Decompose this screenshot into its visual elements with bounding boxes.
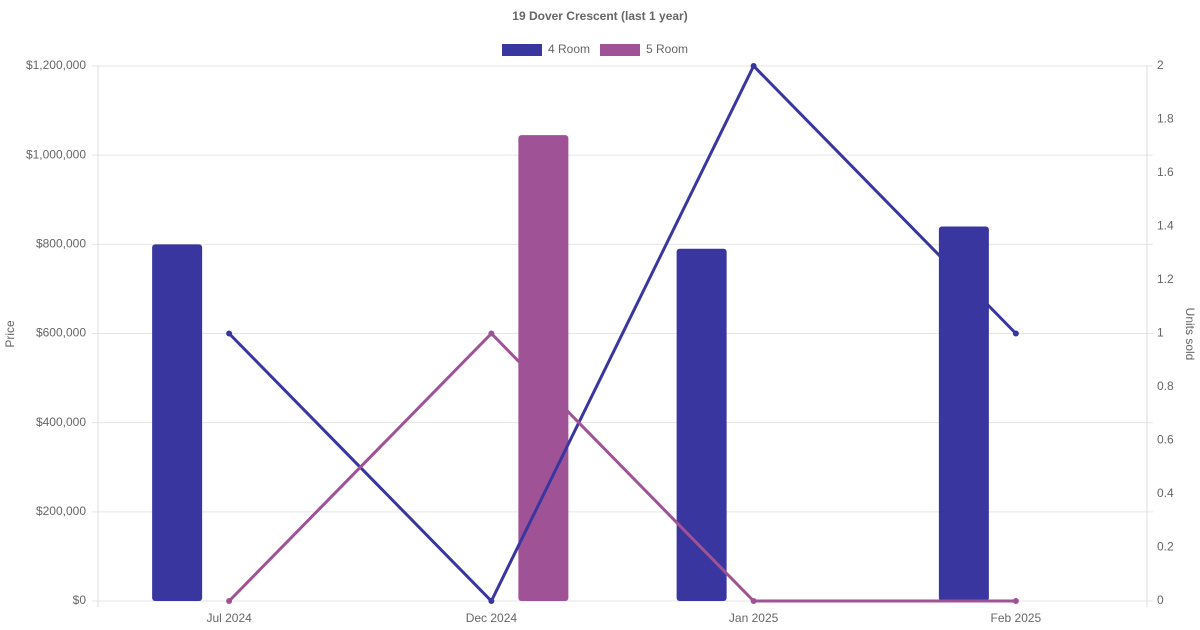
point	[226, 598, 233, 604]
line	[228, 331, 1016, 603]
legend-label: 5 Room	[646, 42, 688, 56]
point	[750, 598, 757, 604]
chart-title: 19 Dover Crescent (last 1 year)	[512, 9, 687, 23]
point	[1012, 330, 1019, 337]
y2-tick-label: 0	[1157, 593, 1164, 607]
y-tick-label: $400,000	[36, 415, 86, 429]
x-tick-label: Dec 2024	[466, 611, 518, 625]
y2-tick-label: 1	[1157, 326, 1164, 340]
bar	[152, 244, 203, 602]
point	[1012, 598, 1019, 604]
y2-tick-label: 0.4	[1157, 486, 1174, 500]
y-tick-label: $1,000,000	[26, 147, 86, 161]
point	[488, 598, 495, 604]
x-tick-label: Jan 2025	[729, 611, 779, 625]
y-tick-label: $600,000	[36, 326, 86, 340]
y2-tick-label: 0.6	[1157, 433, 1174, 447]
y2-tick-label: 1.6	[1157, 165, 1174, 179]
y2-tick-label: 1.2	[1157, 272, 1174, 286]
bar	[676, 248, 727, 601]
y-tick-label: $0	[73, 593, 87, 607]
y2-tick-label: 0.2	[1157, 540, 1174, 554]
y-tick-label: $1,200,000	[26, 58, 86, 72]
y-axis-title: Price	[3, 320, 17, 348]
legend-swatch	[502, 44, 542, 56]
x-tick-label: Feb 2025	[991, 611, 1042, 625]
y2-tick-label: 1.8	[1157, 112, 1174, 126]
y-tick-label: $200,000	[36, 504, 86, 518]
point	[750, 63, 757, 69]
y2-tick-label: 1.4	[1157, 219, 1174, 233]
y-tick-label: $800,000	[36, 237, 86, 251]
point	[488, 330, 495, 337]
legend-label: 4 Room	[548, 42, 590, 56]
point	[226, 330, 233, 337]
legend-swatch	[600, 44, 640, 56]
y2-tick-label: 2	[1157, 58, 1164, 72]
bar	[518, 135, 569, 601]
y2-tick-label: 0.8	[1157, 379, 1174, 393]
bar	[938, 226, 989, 601]
x-tick-label: Jul 2024	[206, 611, 252, 625]
y2-axis-title: Units sold	[1183, 308, 1197, 361]
